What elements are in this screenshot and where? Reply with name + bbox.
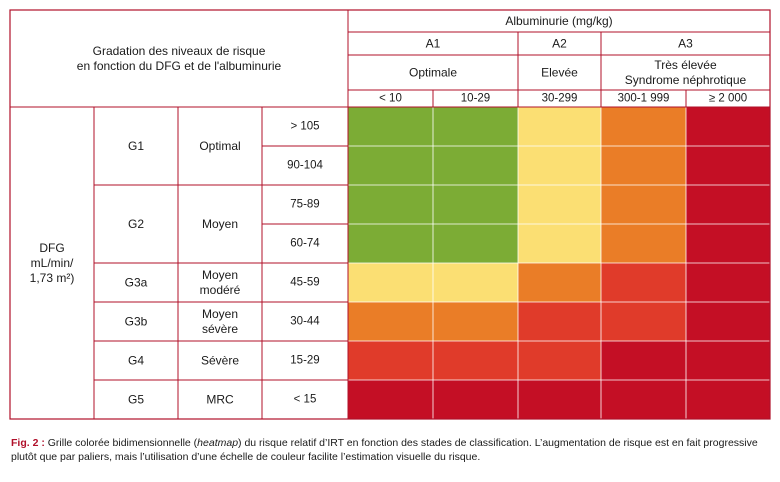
heatmap-cell [518,224,601,263]
heatmap-cell [433,341,518,380]
albuminuria-range: ≥ 2 000 [709,93,747,105]
albuminuria-code: A3 [678,37,693,51]
albuminuria-name: Optimale [409,66,457,80]
heatmap-cell [518,263,601,302]
heatmap-cell [348,341,433,380]
heatmap-cell [601,185,686,224]
heatmap-cell [433,380,518,419]
dfg-label: DFG [39,241,64,255]
heatmap-cell [686,380,770,419]
dfg-range: 30-44 [290,316,320,328]
albuminuria-name: Très élevée [654,58,717,72]
dfg-range: 15-29 [290,355,319,367]
heatmap-cell [686,302,770,341]
caption-text-after: ) du risque relatif d’IRT en fonction de… [11,437,758,463]
dfg-range: 45-59 [290,277,319,289]
heatmap-cell [518,146,601,185]
albuminuria-range: < 10 [379,93,402,105]
heatmap-cell [433,185,518,224]
heatmap-cell [686,341,770,380]
heatmap-cell [518,107,601,146]
heatmap-cell [348,185,433,224]
heatmap-cell [686,185,770,224]
albuminuria-title: Albuminurie (mg/kg) [505,14,612,28]
heatmap-cell [433,302,518,341]
dfg-range: 90-104 [287,160,323,172]
heatmap-cell [601,341,686,380]
dfg-stage-name: Optimal [199,139,240,153]
dfg-stage-code: G2 [128,217,144,231]
dfg-stage-name: Moyen [202,217,238,231]
dfg-stage-code: G1 [128,139,144,153]
heatmap-cell [433,146,518,185]
heatmap-cell [518,302,601,341]
corner-label: en fonction du DFG et de l'albuminurie [77,59,282,73]
albuminuria-range: 30-299 [542,93,578,105]
caption-text-before: Grille colorée bidimensionnelle ( [44,437,198,449]
dfg-stage-name: MRC [206,393,234,407]
dfg-range: 75-89 [290,199,319,211]
dfg-stage-name: Moyen [202,307,238,321]
albuminuria-name: Elevée [541,66,578,80]
albuminuria-code: A1 [426,37,441,51]
heatmap-cell [348,107,433,146]
dfg-label: 1,73 m²) [30,271,75,285]
heatmap-cell [686,263,770,302]
heatmap-cell [518,380,601,419]
caption-emphasis: heatmap [197,437,239,449]
heatmap-cell [348,380,433,419]
albuminuria-name: Syndrome néphrotique [625,73,747,87]
dfg-stage-code: G3a [125,276,148,290]
heatmap-cell [433,224,518,263]
heatmap-cell [601,263,686,302]
dfg-stage-code: G5 [128,393,144,407]
heatmap-cell [601,380,686,419]
heatmap-cell [348,263,433,302]
heatmap-cell [601,146,686,185]
heatmap-cell [518,185,601,224]
heatmap-cell [348,146,433,185]
dfg-stage-name: modéré [200,283,241,297]
heatmap-cell [686,146,770,185]
heatmap-cell [601,107,686,146]
heatmap-cell [518,341,601,380]
heatmap-cell [348,224,433,263]
dfg-stage-name: sévère [202,322,238,336]
dfg-range: 60-74 [290,238,320,250]
dfg-stage-code: G3b [125,315,148,329]
dfg-range: > 105 [290,121,319,133]
table-frame [9,9,771,420]
heatmap-cell [433,263,518,302]
dfg-stage-name: Sévère [201,354,239,368]
corner-label: Gradation des niveaux de risque [93,44,266,58]
albuminuria-range: 10-29 [461,93,490,105]
caption-label: Fig. 2 : [11,437,45,449]
dfg-range: < 15 [294,394,317,406]
heatmap-cell [348,302,433,341]
dfg-stage-name: Moyen [202,268,238,282]
heatmap-cell [601,302,686,341]
heatmap-cell [433,107,518,146]
heatmap-cell [686,107,770,146]
figure-caption: Fig. 2 : Grille colorée bidimensionnelle… [11,436,771,464]
heatmap-cell [601,224,686,263]
dfg-stage-code: G4 [128,354,144,368]
dfg-label: mL/min/ [31,256,74,270]
albuminuria-range: 300-1 999 [618,93,670,105]
albuminuria-code: A2 [552,37,567,51]
heatmap-cell [686,224,770,263]
